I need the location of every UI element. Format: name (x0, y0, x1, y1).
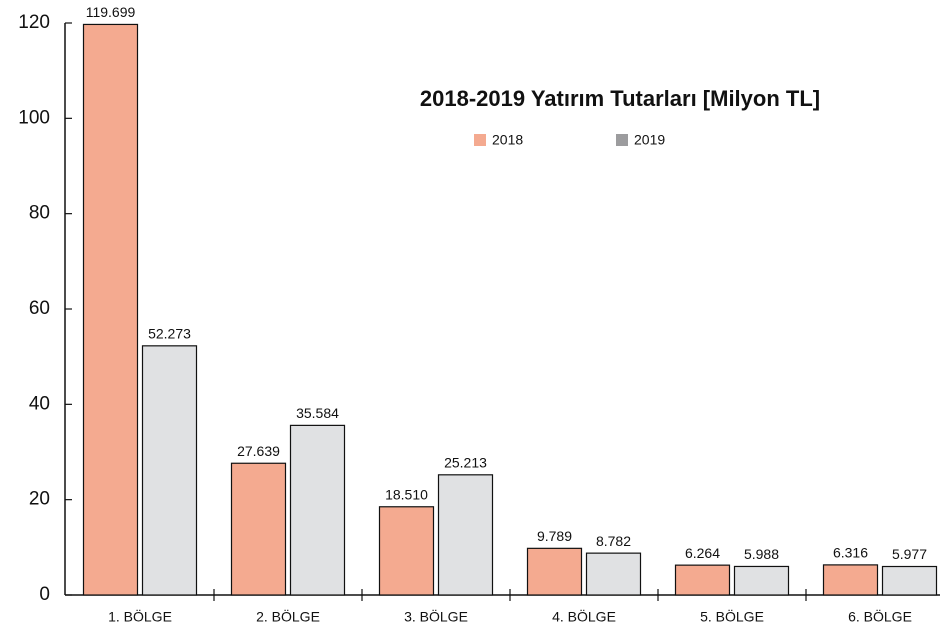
y-tick-label: 80 (29, 203, 50, 224)
x-tick-label: 6. BÖLGE (848, 608, 912, 625)
legend-label: 2019 (634, 132, 665, 148)
bar (881, 565, 938, 596)
bar (822, 564, 879, 596)
x-tick-label: 1. BÖLGE (108, 608, 172, 625)
value-label: 35.584 (296, 405, 339, 421)
bar (526, 547, 583, 596)
value-label: 8.782 (596, 533, 631, 549)
value-label: 18.510 (385, 486, 428, 502)
value-label: 5.988 (744, 546, 779, 562)
legend-swatch (474, 134, 486, 146)
bar (82, 23, 139, 596)
y-tick-label: 40 (29, 393, 50, 414)
bar (289, 424, 346, 596)
bar (378, 506, 435, 596)
bar (437, 474, 494, 596)
x-tick-label: 2. BÖLGE (256, 608, 320, 625)
legend-label: 2018 (492, 132, 523, 148)
x-tick-label: 4. BÖLGE (552, 608, 616, 625)
x-tick-label: 3. BÖLGE (404, 608, 468, 625)
y-tick-label: 20 (29, 489, 50, 510)
bar (674, 564, 731, 596)
chart-title: 2018-2019 Yatırım Tutarları [Milyon TL] (420, 86, 820, 111)
y-tick-label: 60 (29, 298, 50, 319)
x-tick-label: 5. BÖLGE (700, 608, 764, 625)
value-label: 6.316 (833, 545, 868, 561)
y-tick-label: 120 (18, 12, 50, 33)
legend-swatch (616, 134, 628, 146)
bar (733, 565, 790, 596)
value-label: 52.273 (148, 326, 191, 342)
value-label: 25.213 (444, 455, 487, 471)
value-label: 27.639 (237, 443, 280, 459)
y-tick-label: 100 (18, 107, 50, 128)
value-label: 6.264 (685, 545, 720, 561)
value-label: 9.789 (537, 528, 572, 544)
bar (141, 345, 198, 596)
bar (230, 462, 287, 596)
bar (585, 552, 642, 596)
y-tick-label: 0 (39, 584, 50, 605)
value-label: 119.699 (86, 4, 136, 20)
value-label: 5.977 (892, 546, 927, 562)
